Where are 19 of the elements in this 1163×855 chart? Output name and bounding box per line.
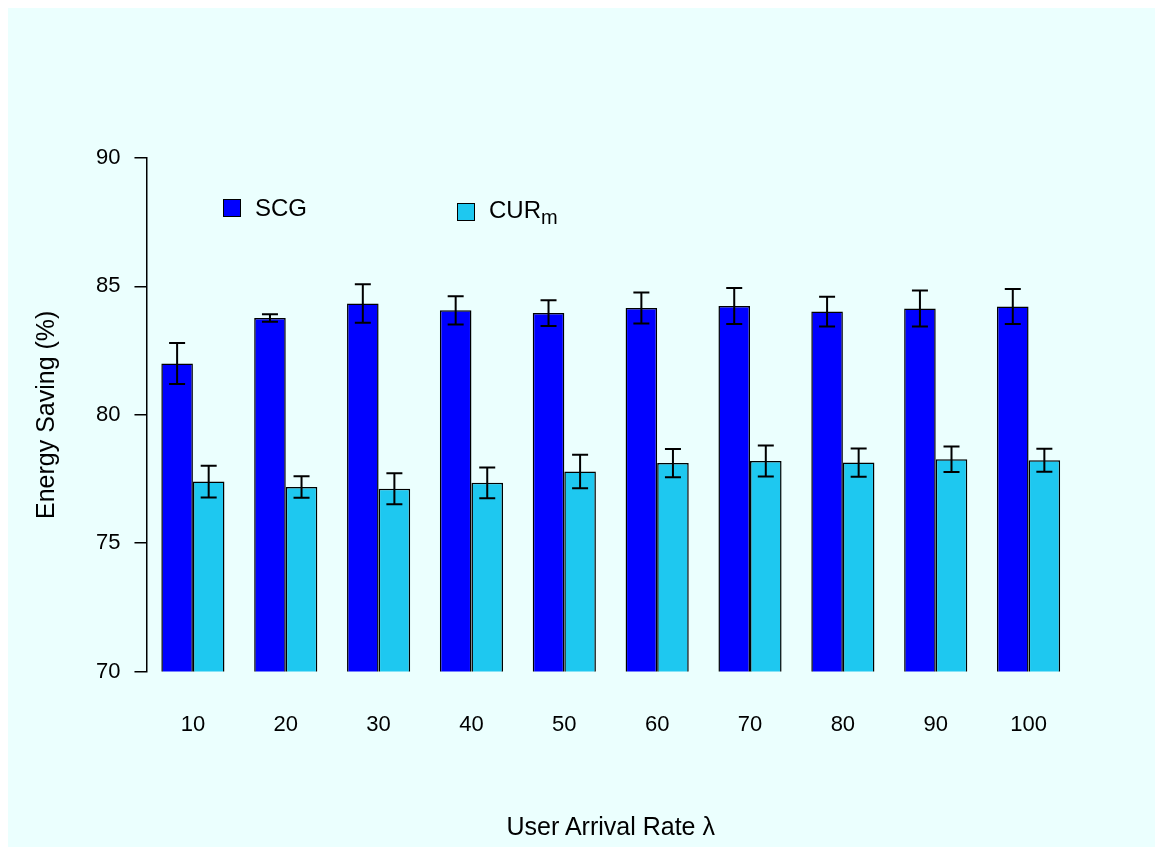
x-tick-label: 60 bbox=[644, 710, 670, 736]
y-tick-label: 90 bbox=[95, 144, 121, 170]
y-tick-label: 85 bbox=[95, 272, 121, 298]
x-tick-label: 80 bbox=[830, 710, 856, 736]
x-tick-label: 100 bbox=[1010, 710, 1047, 736]
y-tick-label: 75 bbox=[95, 529, 121, 555]
legend-label: SCG bbox=[255, 194, 308, 223]
x-tick-label: 70 bbox=[737, 710, 763, 736]
x-axis-title: User Arrival Rate λ bbox=[506, 811, 716, 840]
y-tick-label: 70 bbox=[95, 657, 121, 683]
legend-label: CUR$_{m}$ bbox=[489, 196, 558, 229]
x-tick-label: 50 bbox=[552, 710, 577, 736]
x-tick-label: 30 bbox=[366, 710, 391, 736]
y-axis-title: Energy Saving (%) bbox=[30, 310, 59, 520]
x-tick-label: 90 bbox=[923, 710, 948, 736]
x-tick-label: 20 bbox=[273, 710, 298, 736]
y-tick-label: 80 bbox=[95, 400, 121, 426]
x-tick-label: 10 bbox=[180, 710, 206, 736]
x-tick-label: 40 bbox=[459, 710, 484, 736]
